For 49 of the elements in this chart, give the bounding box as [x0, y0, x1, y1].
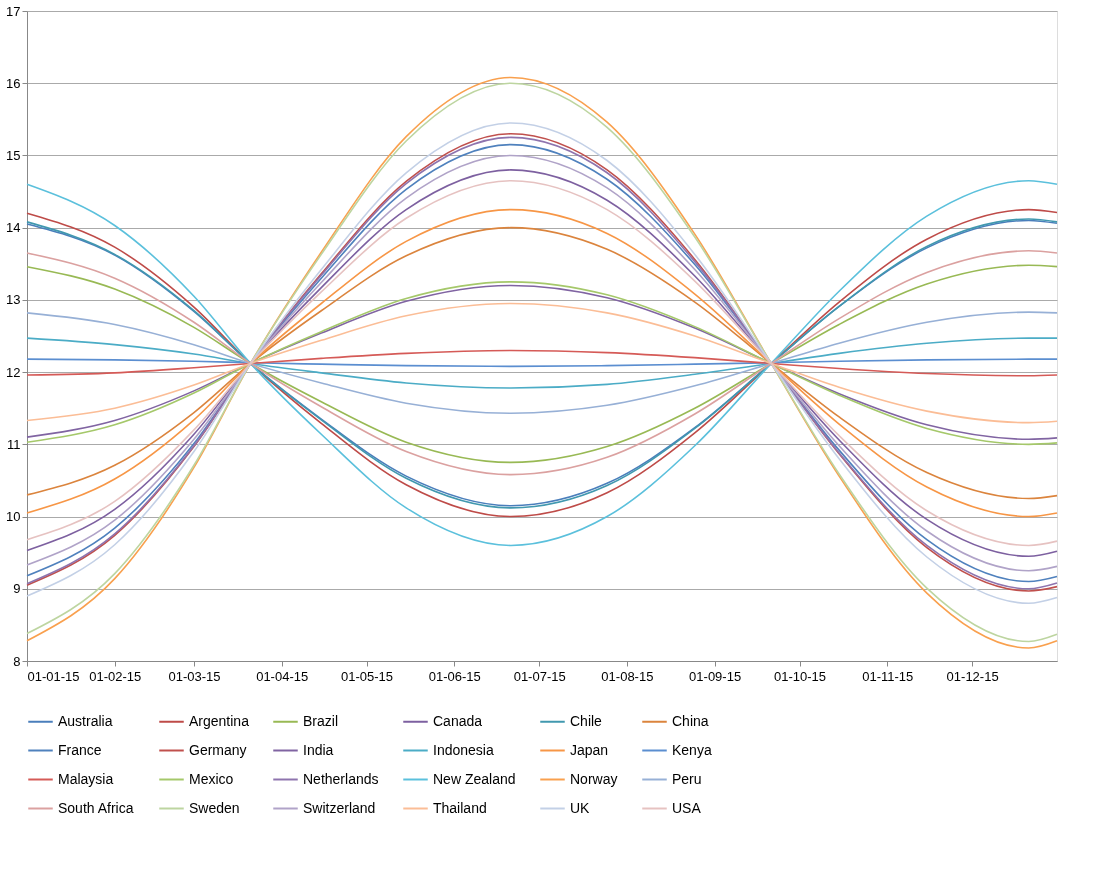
- legend-label: Norway: [570, 770, 618, 787]
- x-tick-label: 01-02-15: [89, 668, 142, 684]
- legend-label: Sweden: [189, 799, 240, 816]
- legend-label: Kenya: [672, 741, 712, 758]
- y-tick-label: 11: [7, 436, 21, 452]
- y-tick-label: 13: [6, 292, 21, 308]
- x-tick-label: 01-07-15: [513, 668, 566, 684]
- legend-label: New Zealand: [433, 770, 516, 787]
- x-tick-label: 01-12-15: [946, 668, 999, 684]
- y-tick-label: 14: [6, 220, 21, 236]
- legend-label: Netherlands: [303, 770, 379, 787]
- line-series: [26, 337, 1058, 389]
- legend-label: Thailand: [433, 799, 487, 816]
- legend-label: Brazil: [303, 712, 339, 729]
- y-tick-label: 15: [6, 147, 21, 163]
- x-tick-label: 01-11-15: [862, 668, 914, 684]
- legend-label: Mexico: [189, 770, 234, 787]
- legend-label: Malaysia: [58, 770, 114, 787]
- line-series: [26, 349, 1058, 377]
- legend-label: Argentina: [189, 712, 250, 729]
- legend-label: UK: [570, 799, 591, 816]
- y-tick-label: 8: [13, 653, 21, 669]
- legend-label: Indonesia: [433, 741, 494, 758]
- x-tick-label: 01-04-15: [256, 668, 309, 684]
- legend-label: China: [672, 712, 709, 729]
- legend-label: Germany: [189, 741, 247, 758]
- legend-label: Switzerland: [303, 799, 376, 816]
- x-tick-label: 01-03-15: [168, 668, 221, 684]
- y-tick-label: 17: [6, 3, 21, 19]
- x-tick-label: 01-05-15: [341, 668, 394, 684]
- legend-label: Peru: [672, 770, 702, 787]
- line-series: [26, 358, 1058, 368]
- legend-label: India: [303, 741, 334, 758]
- legend-label: France: [58, 741, 102, 758]
- legend-label: USA: [672, 799, 702, 816]
- x-tick-label: 01-10-15: [773, 668, 827, 684]
- x-tick-label: 01-06-15: [428, 668, 481, 684]
- y-tick-label: 16: [6, 75, 21, 91]
- x-tick-label: 01-01-15: [27, 668, 80, 684]
- legend-label: Canada: [433, 712, 483, 729]
- x-tick-label: 01-08-15: [601, 668, 654, 684]
- legend-label: Japan: [570, 741, 609, 758]
- legend-label: Chile: [570, 712, 603, 729]
- legend-label: South Africa: [58, 799, 134, 816]
- y-tick-label: 9: [13, 581, 21, 597]
- y-tick-label: 12: [6, 364, 21, 380]
- x-tick-label: 01-09-15: [689, 668, 742, 684]
- legend-label: Australia: [58, 712, 113, 729]
- y-tick-label: 10: [6, 509, 21, 525]
